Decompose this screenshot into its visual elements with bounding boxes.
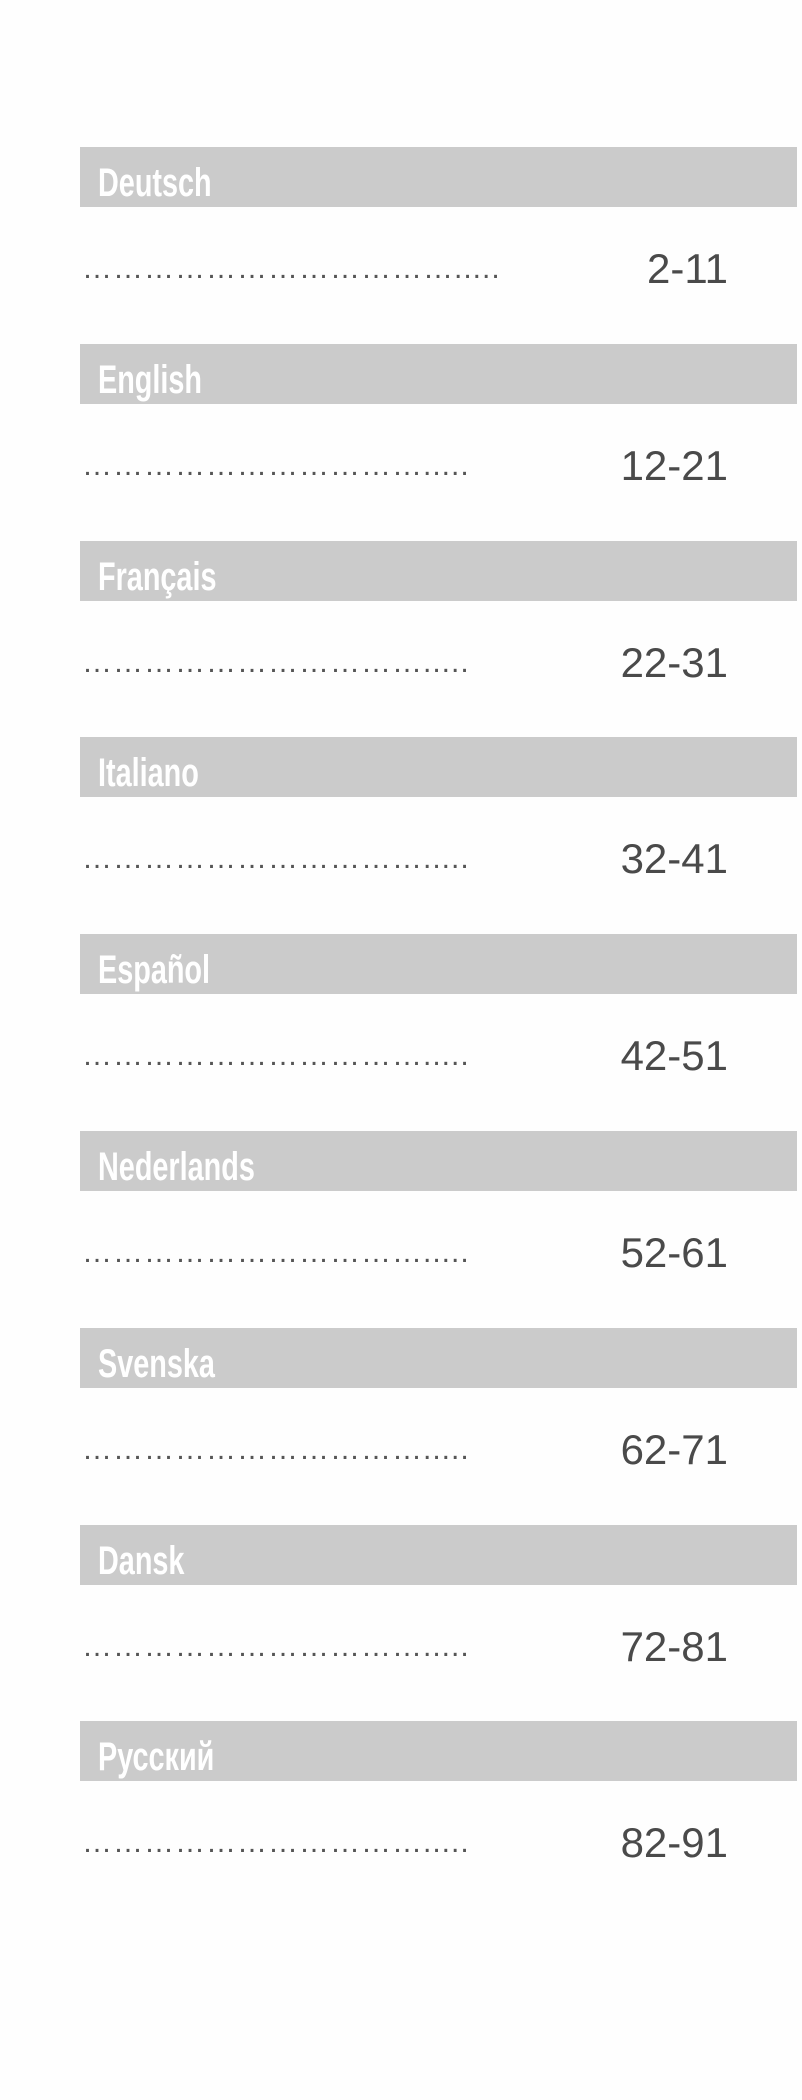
language-label: Nederlands [98,1145,255,1189]
toc-row: ……………………………..... 12-21 [82,436,728,496]
toc-row: ……………………………..... 72-81 [82,1617,728,1677]
toc-row: ……………………………..... 42-51 [82,1026,728,1086]
page-range: 72-81 [620,1622,728,1670]
language-label: Русский [98,1735,215,1780]
language-label: Français [98,554,217,599]
toc-row: ……………………………..... 52-61 [82,1223,728,1283]
dot-leader: ……………………………..... [82,1039,470,1073]
dot-leader: ……………………………..... [82,645,470,679]
language-label: Svenska [98,1341,215,1386]
toc-row: ……………………………..... 62-71 [82,1420,728,1480]
page-range: 2-11 [647,245,728,292]
language-label: English [98,357,203,402]
toc-row: ……………………………..... 82-91 [82,1813,728,1873]
page-range: 82-91 [620,1819,728,1867]
section-header: Italiano [80,737,797,798]
section-header: English [80,343,797,404]
section-header: Nederlands [80,1131,797,1191]
dot-leader: ……………………………..... [82,1432,470,1466]
page-range: 62-71 [620,1425,728,1473]
language-label: Italiano [98,751,199,796]
dot-leader: ……………………………..... [82,1826,470,1860]
toc-row: ………………………………..... 2-11 [82,239,728,299]
language-label: Español [98,948,211,993]
page-range: 12-21 [620,441,728,489]
dot-leader: ……………………………..... [82,1236,470,1269]
dot-leader: ………………………………..... [82,252,501,285]
section-header: Русский [80,1721,797,1782]
section-header: Español [80,934,797,995]
language-label: Deutsch [98,161,212,205]
page-range: 52-61 [620,1229,728,1276]
page-range: 22-31 [620,638,728,686]
section-header: Svenska [80,1327,797,1388]
toc-row: ……………………………..... 22-31 [82,633,728,693]
dot-leader: ……………………………..... [82,1629,470,1663]
toc-row: ……………………………..... 32-41 [82,829,728,889]
page-range: 42-51 [620,1032,728,1080]
dot-leader: ……………………………..... [82,842,470,876]
dot-leader: ……………………………..... [82,448,470,482]
language-label: Dansk [98,1538,185,1583]
section-header: Français [80,540,797,601]
section-header: Deutsch [80,147,797,207]
section-header: Dansk [80,1524,797,1585]
page-range: 32-41 [620,835,728,883]
